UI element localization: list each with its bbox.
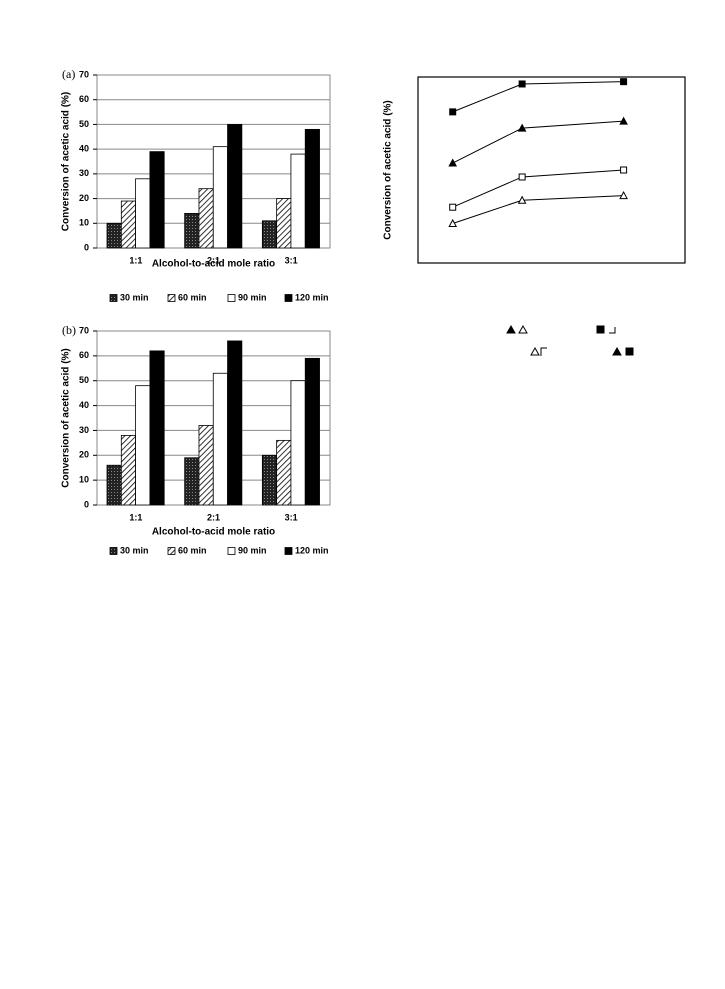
bar xyxy=(120,200,137,249)
bar xyxy=(149,350,165,506)
bar xyxy=(184,212,200,249)
bar xyxy=(212,372,228,506)
y-tick-label: 0 xyxy=(84,242,89,252)
y-tick-label: 40 xyxy=(79,400,89,410)
marker xyxy=(619,116,628,125)
bar xyxy=(290,380,306,506)
plot-area xyxy=(417,76,686,264)
legend-label: 120 min xyxy=(295,292,329,302)
x-tick-label: 3:1 xyxy=(285,512,298,522)
x-tick-label: 3:1 xyxy=(285,255,298,265)
y-tick-label: 50 xyxy=(79,375,89,385)
legend-swatch xyxy=(227,547,236,555)
y-axis-title: Conversion of acetic acid (%) xyxy=(61,348,72,487)
legend-swatch xyxy=(109,547,118,555)
marker xyxy=(449,203,457,211)
marker xyxy=(449,108,457,116)
legend-swatch xyxy=(109,294,118,302)
y-tick-label: 60 xyxy=(79,350,89,360)
legend-label: 90 min xyxy=(238,545,267,555)
legend-swatch xyxy=(284,294,293,302)
legend-fragments xyxy=(506,324,634,356)
marker xyxy=(448,158,458,167)
bar xyxy=(261,220,278,249)
y-tick-label: 70 xyxy=(79,69,89,79)
y-axis-title: Conversion of acetic acid (%) xyxy=(61,92,72,231)
x-tick-label: 2:1 xyxy=(207,512,220,522)
marker xyxy=(619,191,628,200)
y-tick-label: 30 xyxy=(79,425,89,435)
marker xyxy=(448,218,458,227)
legend-label: 90 min xyxy=(238,292,267,302)
panel-label: (a) xyxy=(62,67,75,81)
marker xyxy=(518,80,526,88)
y-tick-label: 70 xyxy=(79,325,89,335)
bar xyxy=(184,457,200,506)
bar xyxy=(261,454,278,506)
bar xyxy=(276,439,292,506)
bar xyxy=(120,434,137,506)
y-tick-label: 50 xyxy=(79,119,89,129)
y-tick-label: 20 xyxy=(79,193,89,203)
y-tick-label: 30 xyxy=(79,168,89,178)
panel-label: (b) xyxy=(62,323,76,337)
bar xyxy=(212,146,228,249)
y-tick-label: 60 xyxy=(79,94,89,104)
x-tick-label: 1:1 xyxy=(129,512,142,522)
bar xyxy=(106,464,122,506)
y-tick-label: 10 xyxy=(79,218,89,228)
bar xyxy=(149,151,165,249)
x-tick-label: 1:1 xyxy=(129,255,142,265)
marker xyxy=(517,195,527,204)
bar xyxy=(135,178,151,249)
bar xyxy=(290,153,306,249)
marker xyxy=(517,123,527,132)
x-tick-label: 2:1 xyxy=(207,255,220,265)
y-tick-label: 40 xyxy=(79,144,89,154)
bar xyxy=(304,128,320,249)
legend-swatch xyxy=(227,294,236,302)
bar xyxy=(198,188,214,249)
y-tick-label: 0 xyxy=(84,499,89,509)
legend-label: 30 min xyxy=(120,545,149,555)
bar xyxy=(198,425,214,506)
x-axis-title: Alcohol-to-acid mole ratio xyxy=(152,259,275,270)
legend-swatch xyxy=(284,547,293,555)
marker xyxy=(620,166,628,174)
marker xyxy=(620,78,628,86)
legend-swatch xyxy=(167,294,176,302)
bar xyxy=(227,340,243,506)
legend-label: 60 min xyxy=(178,292,207,302)
legend-label: 30 min xyxy=(120,292,149,302)
legend-label: 60 min xyxy=(178,545,207,555)
legend-label: 120 min xyxy=(295,545,329,555)
y-axis-title: Conversion of acetic acid (%) xyxy=(383,100,394,239)
y-tick-label: 10 xyxy=(79,475,89,485)
bar xyxy=(135,385,151,506)
legend-swatch xyxy=(167,547,176,555)
y-tick-label: 20 xyxy=(79,450,89,460)
x-axis-title: Alcohol-to-acid mole ratio xyxy=(152,527,275,538)
bar xyxy=(106,222,122,249)
bar xyxy=(276,198,292,249)
marker xyxy=(518,173,526,181)
bar xyxy=(227,124,243,249)
bar xyxy=(304,357,320,506)
